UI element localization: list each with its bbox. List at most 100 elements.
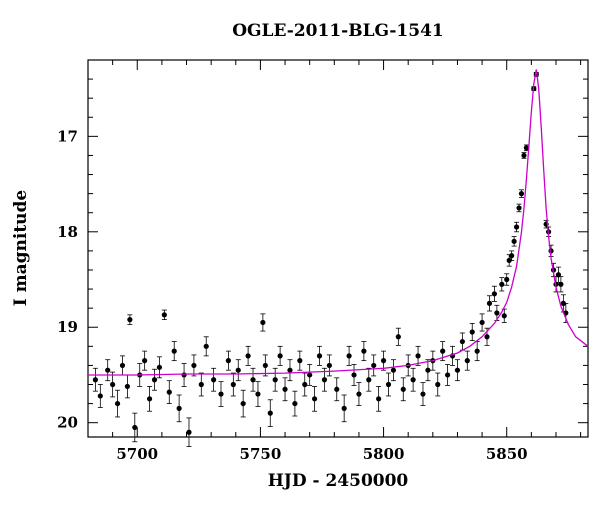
data-point: [191, 354, 197, 377]
data-point: [302, 372, 308, 397]
data-point: [146, 386, 153, 412]
point-marker: [454, 367, 461, 373]
point-marker: [245, 353, 251, 359]
data-point: [211, 367, 217, 392]
data-point: [297, 350, 303, 371]
point-marker: [469, 329, 475, 335]
point-marker: [161, 312, 167, 318]
data-point: [218, 381, 224, 407]
point-marker: [211, 377, 217, 383]
data-point: [385, 372, 392, 397]
data-point: [395, 327, 401, 346]
data-point: [415, 345, 421, 366]
data-point: [479, 313, 485, 332]
point-marker: [400, 386, 406, 392]
point-marker: [92, 377, 98, 383]
point-marker: [341, 405, 347, 411]
data-point: [142, 350, 148, 371]
data-point: [334, 377, 340, 402]
data-point: [494, 304, 500, 321]
point-marker: [282, 386, 288, 392]
point-marker: [132, 424, 138, 431]
point-marker: [366, 377, 372, 383]
x-tick-label: 5750: [240, 445, 282, 463]
data-point: [105, 359, 111, 382]
data-point: [366, 367, 372, 392]
data-point: [511, 236, 517, 247]
point-marker: [346, 353, 352, 359]
point-marker: [361, 348, 367, 354]
point-marker: [142, 358, 148, 364]
point-marker: [521, 152, 527, 159]
data-point: [555, 266, 562, 283]
point-marker: [351, 372, 357, 378]
point-marker: [518, 191, 525, 197]
point-marker: [105, 367, 111, 373]
point-marker: [156, 364, 163, 370]
data-point: [420, 382, 426, 406]
point-marker: [326, 362, 332, 369]
point-marker: [171, 348, 177, 354]
data-point: [449, 345, 456, 366]
data-point: [240, 389, 246, 418]
point-marker: [420, 391, 426, 397]
point-marker: [356, 391, 362, 397]
y-tick-label: 19: [57, 318, 78, 336]
data-point: [97, 384, 103, 408]
data-point: [198, 372, 204, 397]
data-point: [425, 359, 431, 382]
point-marker: [464, 358, 470, 364]
point-marker: [119, 362, 126, 369]
point-marker: [555, 272, 562, 278]
data-point: [513, 221, 520, 233]
point-marker: [334, 386, 340, 392]
point-marker: [262, 362, 268, 369]
data-point: [380, 350, 387, 371]
data-point: [151, 368, 158, 391]
data-point: [307, 364, 313, 386]
y-tick-label: 17: [57, 127, 78, 145]
data-point: [230, 372, 236, 397]
point-marker: [385, 381, 392, 388]
point-marker: [181, 372, 187, 378]
point-marker: [166, 389, 172, 395]
x-tick-labels: 5700 5750 5800 5850: [116, 445, 527, 463]
point-marker: [509, 253, 515, 259]
data-point: [132, 412, 138, 443]
data-point: [351, 364, 357, 386]
data-point: [486, 295, 493, 312]
data-point: [225, 350, 231, 371]
point-marker: [558, 281, 564, 287]
point-marker: [218, 391, 224, 397]
point-marker: [425, 367, 431, 373]
point-marker: [499, 281, 505, 287]
x-tick-label: 5850: [486, 445, 528, 463]
point-marker: [230, 381, 236, 388]
point-marker: [511, 238, 517, 244]
point-marker: [114, 400, 121, 407]
data-point: [474, 341, 480, 362]
point-marker: [292, 400, 298, 407]
x-axis-label: HJD - 2450000: [268, 471, 409, 491]
point-marker: [410, 377, 416, 383]
data-point: [277, 345, 283, 366]
point-marker: [240, 400, 246, 407]
data-point: [445, 364, 451, 386]
data-point: [260, 313, 266, 332]
point-marker: [484, 334, 490, 340]
point-marker: [523, 145, 530, 151]
point-marker: [151, 377, 158, 383]
point-marker: [127, 317, 133, 323]
data-point: [509, 250, 515, 261]
point-marker: [321, 377, 328, 383]
point-marker: [516, 205, 522, 211]
data-point: [124, 374, 131, 399]
point-marker: [491, 291, 498, 297]
data-point: [186, 417, 192, 447]
data-point: [459, 332, 465, 351]
data-point: [371, 354, 377, 377]
data-point: [245, 345, 251, 366]
point-marker: [272, 377, 278, 383]
point-marker: [186, 429, 192, 435]
